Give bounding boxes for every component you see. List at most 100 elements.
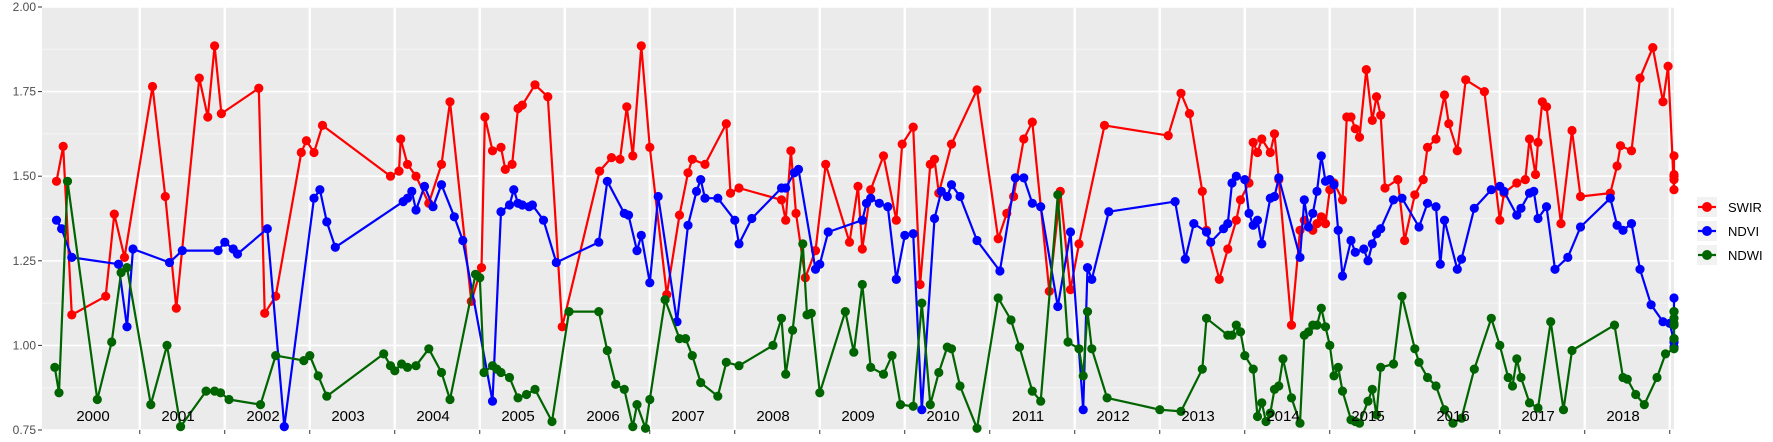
swir-point bbox=[1376, 110, 1386, 120]
ndvi-point bbox=[538, 215, 549, 225]
swir-point bbox=[721, 119, 731, 129]
ndvi-point bbox=[1533, 213, 1543, 224]
ndvi-point bbox=[1312, 186, 1322, 196]
ndvi-point bbox=[1469, 203, 1479, 213]
swir-point bbox=[557, 322, 567, 332]
ndwi-point bbox=[1155, 405, 1165, 415]
swir-point bbox=[496, 142, 506, 152]
ndvi-point bbox=[653, 191, 663, 202]
swir-point bbox=[436, 159, 447, 169]
ndvi-point bbox=[128, 244, 138, 254]
ndvi-point bbox=[411, 205, 421, 215]
year-label: 2000 bbox=[76, 408, 109, 425]
ndwi-point bbox=[411, 361, 421, 371]
ndwi-point bbox=[1274, 381, 1284, 391]
swir-point bbox=[1235, 195, 1246, 205]
ndwi-point bbox=[781, 369, 791, 379]
swir-point bbox=[1418, 175, 1428, 185]
swir-point bbox=[791, 208, 801, 218]
ndwi-point bbox=[479, 367, 489, 378]
swir-point bbox=[1099, 120, 1110, 130]
ndvi-point bbox=[449, 212, 459, 222]
swir-point bbox=[606, 153, 617, 163]
swir-point bbox=[1520, 175, 1530, 185]
swir-point bbox=[487, 146, 498, 156]
ndwi-point bbox=[1367, 384, 1377, 394]
ndvi-point bbox=[1295, 252, 1305, 262]
ndwi-point bbox=[530, 384, 540, 394]
ndvi-point bbox=[1512, 210, 1522, 220]
swir-point bbox=[1346, 112, 1356, 122]
ndvi-point bbox=[1333, 225, 1343, 235]
year-label: 2016 bbox=[1436, 408, 1469, 425]
swir-point bbox=[866, 185, 876, 195]
swir-point bbox=[844, 237, 855, 247]
swir-point bbox=[394, 166, 404, 176]
ndvi-point bbox=[1019, 173, 1029, 183]
ndvi-point bbox=[164, 257, 175, 268]
ndvi-point bbox=[1104, 207, 1114, 217]
ndwi-point bbox=[815, 388, 825, 398]
swir-point bbox=[109, 209, 119, 219]
ndvi-point bbox=[1550, 264, 1560, 274]
ndwi-point bbox=[1503, 372, 1513, 383]
swir-point bbox=[1223, 244, 1233, 254]
swir-point bbox=[1530, 169, 1541, 180]
ndwi-point bbox=[1495, 340, 1505, 350]
swir-point bbox=[1350, 124, 1360, 134]
ndwi-point bbox=[934, 367, 944, 378]
ndvi-point bbox=[1346, 235, 1356, 246]
ndvi-point bbox=[1456, 254, 1467, 264]
swir-point bbox=[615, 154, 625, 164]
swir-point bbox=[517, 100, 527, 110]
year-label: 2011 bbox=[1012, 408, 1044, 425]
swir-point bbox=[1444, 119, 1454, 129]
swir-point bbox=[1361, 65, 1371, 75]
swir-point bbox=[1312, 219, 1322, 229]
ndvi-point bbox=[1499, 186, 1509, 196]
y-tick-label: 1.00 bbox=[13, 338, 37, 352]
swir-point bbox=[636, 41, 646, 51]
ndwi-point bbox=[1257, 398, 1267, 408]
year-label: 2009 bbox=[841, 408, 874, 425]
ndvi-point bbox=[747, 213, 757, 224]
ndvi-point bbox=[527, 200, 538, 210]
series-ndwi bbox=[50, 176, 1679, 433]
swir-point bbox=[1316, 212, 1326, 222]
ndwi-point bbox=[564, 307, 574, 317]
ndwi-point bbox=[1507, 381, 1518, 391]
ndwi-point bbox=[917, 298, 927, 308]
ndwi-point bbox=[1486, 313, 1496, 323]
ndwi-point bbox=[1063, 337, 1073, 347]
ndvi-point bbox=[504, 200, 515, 210]
swir-point bbox=[296, 147, 306, 158]
ndwi-point bbox=[866, 362, 876, 372]
ndvi-point bbox=[883, 202, 893, 212]
ndvi-point bbox=[1439, 215, 1450, 225]
swir-point bbox=[500, 164, 510, 174]
swir-point bbox=[1635, 73, 1645, 83]
year-label: 2012 bbox=[1096, 408, 1129, 425]
ndwi-point bbox=[632, 400, 642, 410]
ndwi-point bbox=[513, 393, 523, 403]
ndwi-point bbox=[1102, 393, 1112, 403]
x-axis bbox=[139, 430, 1671, 434]
swir-point bbox=[1367, 115, 1377, 125]
ndwi-point bbox=[660, 295, 670, 305]
grid-lines bbox=[42, 6, 1674, 431]
swir-point bbox=[301, 136, 311, 146]
ndwi-point bbox=[1337, 386, 1348, 396]
ndvi-point bbox=[262, 224, 272, 234]
ndvi-point bbox=[330, 242, 340, 252]
ndwi-point bbox=[1087, 344, 1097, 354]
swir-point bbox=[891, 215, 901, 225]
ndvi-point bbox=[1078, 405, 1088, 415]
ndvi-point bbox=[1529, 186, 1539, 196]
ndwi-point bbox=[1014, 342, 1025, 352]
ndwi-point bbox=[445, 394, 455, 405]
ndwi-point bbox=[1231, 320, 1241, 330]
ndwi-point bbox=[1363, 396, 1373, 406]
swir-point bbox=[1257, 134, 1267, 144]
swir-point bbox=[216, 109, 226, 119]
ndwi-point bbox=[1316, 303, 1326, 313]
